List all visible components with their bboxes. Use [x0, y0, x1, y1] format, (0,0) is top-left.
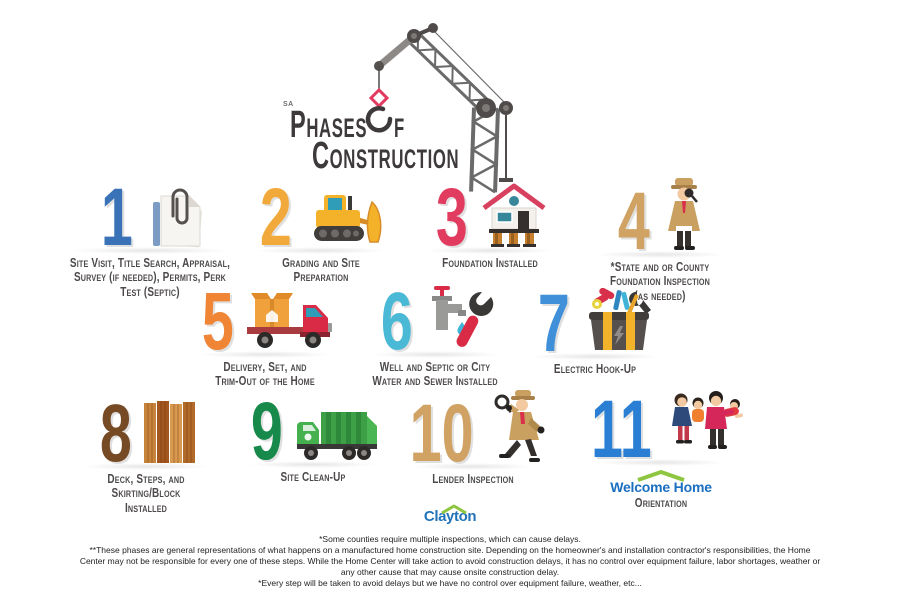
- toolbox-icon: [579, 287, 659, 356]
- step-8-number: 8: [100, 388, 132, 480]
- step-1-label: Site Visit, Title Search, Appraisal, Sur…: [69, 256, 230, 299]
- inspector-icon: [660, 176, 708, 254]
- step-7-label: Electric Hook-Up: [553, 362, 637, 376]
- step-5-number: 5: [201, 276, 234, 368]
- step-6-label: Well and Septic or City Water and Sewer …: [372, 360, 498, 389]
- lumber-planks-icon: [142, 400, 198, 466]
- step-11-number: 11: [591, 384, 652, 476]
- clayton-logo: Clayton: [0, 504, 900, 526]
- step-1: 1 Site Visit, Title Search, Appraisal, S…: [52, 172, 247, 299]
- step-7-number: 7: [537, 278, 570, 370]
- lender-inspector-icon: [491, 388, 549, 466]
- bulldozer-icon: [302, 188, 388, 250]
- step-10-number: 10: [410, 388, 474, 480]
- green-roof-icon: [637, 470, 685, 482]
- page-title-of-f: f: [394, 104, 405, 146]
- page-title-construction: Construction: [312, 135, 460, 177]
- step-4: 4 *State and or County Foundation Insp: [582, 178, 737, 303]
- disclaimer-text: *Some counties require multiple inspecti…: [79, 534, 821, 589]
- house-foundation-icon: [478, 180, 550, 250]
- step-9-label: Site Clean-Up: [280, 470, 345, 484]
- step-4-number: 4: [618, 176, 650, 268]
- step-3-number: 3: [436, 172, 468, 264]
- title-mark: SA: [283, 101, 294, 108]
- step-2-label: Grading and Site Preparation: [281, 256, 360, 285]
- step-2: 2 Grading and Site Preparation: [243, 172, 398, 285]
- delivery-truck-icon: [243, 290, 335, 354]
- step-11-label: Orientation: [634, 496, 688, 510]
- step-10-label: Lender Inspection: [431, 472, 514, 486]
- step-3: 3 Foundation Installed: [412, 172, 567, 270]
- step-11: 11: [582, 384, 743, 510]
- family-icon: [668, 390, 744, 462]
- step-1-number: 1: [101, 172, 133, 264]
- step-7: 7 Electric Hook-Up: [515, 278, 675, 376]
- documents-paperclip-icon: [143, 186, 205, 250]
- welcome-home-text: Welcome Home: [610, 479, 712, 495]
- hook-diamond-icon: [368, 87, 390, 109]
- step-8: 8 Deck, Steps, and Skirting/Block Instal…: [68, 388, 223, 515]
- faucet-wrench-icon: [422, 286, 496, 354]
- step-9-number: 9: [251, 386, 283, 478]
- step-8-label: Deck, Steps, and Skirting/Block Installe…: [106, 472, 185, 515]
- step-9: 9 Site Clean-Up: [235, 386, 390, 484]
- welcome-home-label: Welcome Home: [582, 470, 740, 494]
- crane-hook-icon: [365, 106, 393, 133]
- garbage-truck-icon: [293, 404, 381, 464]
- step-5: 5 Delivery, Set, and Trim-O: [185, 276, 345, 389]
- step-5-label: Delivery, Set, and Trim-Out of the Home: [215, 360, 315, 389]
- construction-crane-icon: [365, 23, 513, 194]
- step-6-number: 6: [380, 276, 413, 368]
- step-10: 10: [400, 388, 545, 486]
- step-3-label: Foundation Installed: [441, 256, 538, 270]
- page-title-phases: Phases: [290, 104, 368, 146]
- step-6: 6 Well and Septic or City Water and Sewe…: [355, 276, 515, 389]
- clayton-roof-icon: [441, 504, 467, 514]
- step-2-number: 2: [260, 172, 292, 264]
